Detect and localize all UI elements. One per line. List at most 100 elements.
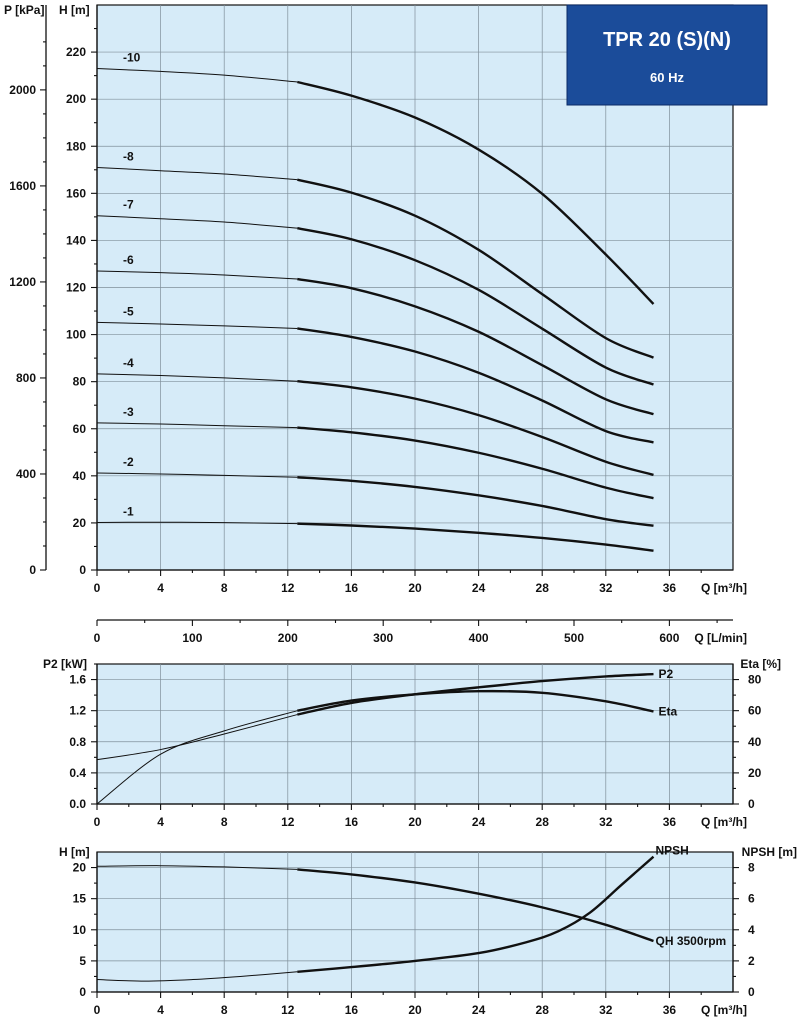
x-tick-label: 8 — [221, 1003, 228, 1017]
series-label: -5 — [123, 304, 134, 318]
x-tick-label: 32 — [599, 1003, 613, 1017]
y2-tick-label: 4 — [748, 923, 755, 937]
y-axis-label-eta: Eta [%] — [740, 657, 781, 671]
y-tick-label: 20 — [73, 516, 87, 530]
series-label: QH 3500rpm — [656, 934, 727, 948]
curve-p2 — [297, 672, 654, 716]
y-axis-label-npsh: NPSH [m] — [742, 845, 797, 859]
x-tick-label: 12 — [281, 815, 295, 829]
x-tick-label: 36 — [663, 1003, 677, 1017]
x-tick-label: 20 — [408, 581, 422, 595]
head-curve--5-thin — [96, 321, 298, 329]
y-tick-label: 0.8 — [69, 735, 86, 749]
lmin-tick-label: 200 — [278, 631, 298, 645]
x-tick-label: 0 — [94, 1003, 101, 1017]
lmin-tick-label: 100 — [182, 631, 202, 645]
head-curve--1-thin — [96, 521, 298, 525]
x-tick-label: 4 — [157, 1003, 164, 1017]
head-curve--8 — [297, 178, 654, 359]
y-tick-label: 10 — [73, 923, 87, 937]
y-axis-label-kpa: P [kPa] — [4, 3, 44, 17]
x-axis-label-q: Q [m³/h] — [701, 815, 747, 829]
series-label: Eta — [659, 704, 678, 718]
x-tick-label: 36 — [663, 581, 677, 595]
x-tick-label: 28 — [536, 581, 550, 595]
series-label: -1 — [123, 504, 134, 518]
lmin-tick-label: 400 — [469, 631, 489, 645]
x-axis-label-lmin: Q [L/min] — [694, 631, 747, 645]
kpa-tick-label: 1200 — [9, 275, 36, 289]
title-background — [566, 4, 768, 106]
x-tick-label: 20 — [408, 815, 422, 829]
y-tick-label: 140 — [66, 233, 86, 247]
y-tick-label: 1.2 — [69, 704, 86, 718]
curve-npsh-thin — [96, 971, 298, 982]
y-tick-label: 160 — [66, 186, 86, 200]
x-tick-label: 0 — [94, 581, 101, 595]
x-tick-label: 12 — [281, 1003, 295, 1017]
x-tick-label: 12 — [281, 581, 295, 595]
x-tick-label: 20 — [408, 1003, 422, 1017]
y-tick-label: 20 — [73, 861, 87, 875]
curve-p2-thin — [96, 714, 298, 761]
y2-tick-label: 80 — [748, 673, 762, 687]
head-curve--10-thin — [96, 68, 298, 83]
x-tick-label: 4 — [157, 815, 164, 829]
head-curve--1 — [297, 522, 654, 552]
y2-tick-label: 40 — [748, 735, 762, 749]
y-tick-label: 60 — [73, 422, 87, 436]
x-tick-label: 8 — [221, 815, 228, 829]
power-efficiency-panel: 0.0 0.4 0.8 1.2 1.6 P2 [kW] 0 20 40 60 80 Eta [%] 0 4… — [43, 657, 781, 829]
lmin-tick-label: 0 — [94, 631, 101, 645]
y2-tick-label: 8 — [748, 861, 755, 875]
x-tick-label: 28 — [536, 815, 550, 829]
x-tick-label: 24 — [472, 1003, 486, 1017]
x-axis-label-q: Q [m³/h] — [701, 1003, 747, 1017]
chart-title: TPR 20 (S)(N) — [603, 29, 731, 51]
x-tick-label: 0 — [94, 815, 101, 829]
head-curve--2 — [297, 476, 654, 527]
x-tick-label: 32 — [599, 581, 613, 595]
series-label: -6 — [123, 253, 134, 267]
y2-tick-label: 2 — [748, 954, 755, 968]
y-tick-label: 120 — [66, 281, 86, 295]
y-tick-label: 15 — [73, 892, 87, 906]
head-curve--7 — [297, 227, 654, 386]
kpa-tick-label: 0 — [29, 563, 36, 577]
head-curve--2-thin — [96, 472, 298, 478]
kpa-tick-label: 2000 — [9, 83, 36, 97]
x-tick-label: 16 — [345, 1003, 359, 1017]
y-tick-label: 0 — [79, 563, 86, 577]
x-tick-label: 16 — [345, 815, 359, 829]
curve-qh-3500rpm-thin — [96, 865, 298, 870]
series-label: -2 — [123, 455, 134, 469]
y-tick-label: 0.4 — [69, 766, 86, 780]
curve-eta — [297, 689, 654, 713]
head-curve--3 — [297, 426, 654, 500]
lmin-tick-label: 600 — [659, 631, 679, 645]
x-tick-label: 24 — [472, 581, 486, 595]
x-tick-label: 24 — [472, 815, 486, 829]
y2-tick-label: 60 — [748, 704, 762, 718]
y2-tick-label: 0 — [748, 985, 755, 999]
y2-tick-label: 6 — [748, 892, 755, 906]
y-tick-label: 80 — [73, 375, 87, 389]
head-curve--5 — [297, 327, 654, 444]
x-tick-label: 28 — [536, 1003, 550, 1017]
kpa-tick-label: 1600 — [9, 179, 36, 193]
chart-title-box: TPR 20 (S)(N) 60 Hz — [566, 4, 768, 106]
y-tick-label: 220 — [66, 45, 86, 59]
x-tick-label: 16 — [345, 581, 359, 595]
series-label: -8 — [123, 149, 134, 163]
y-tick-label: 40 — [73, 469, 87, 483]
x-tick-label: 8 — [221, 581, 228, 595]
x-tick-label: 32 — [599, 815, 613, 829]
x-axis-label-q: Q [m³/h] — [701, 581, 747, 595]
y-tick-label: 0.0 — [69, 797, 86, 811]
x-tick-label: 36 — [663, 815, 677, 829]
y-axis-label-h: H [m] — [59, 845, 90, 859]
series-label: -7 — [123, 198, 134, 212]
y-tick-label: 0 — [79, 985, 86, 999]
